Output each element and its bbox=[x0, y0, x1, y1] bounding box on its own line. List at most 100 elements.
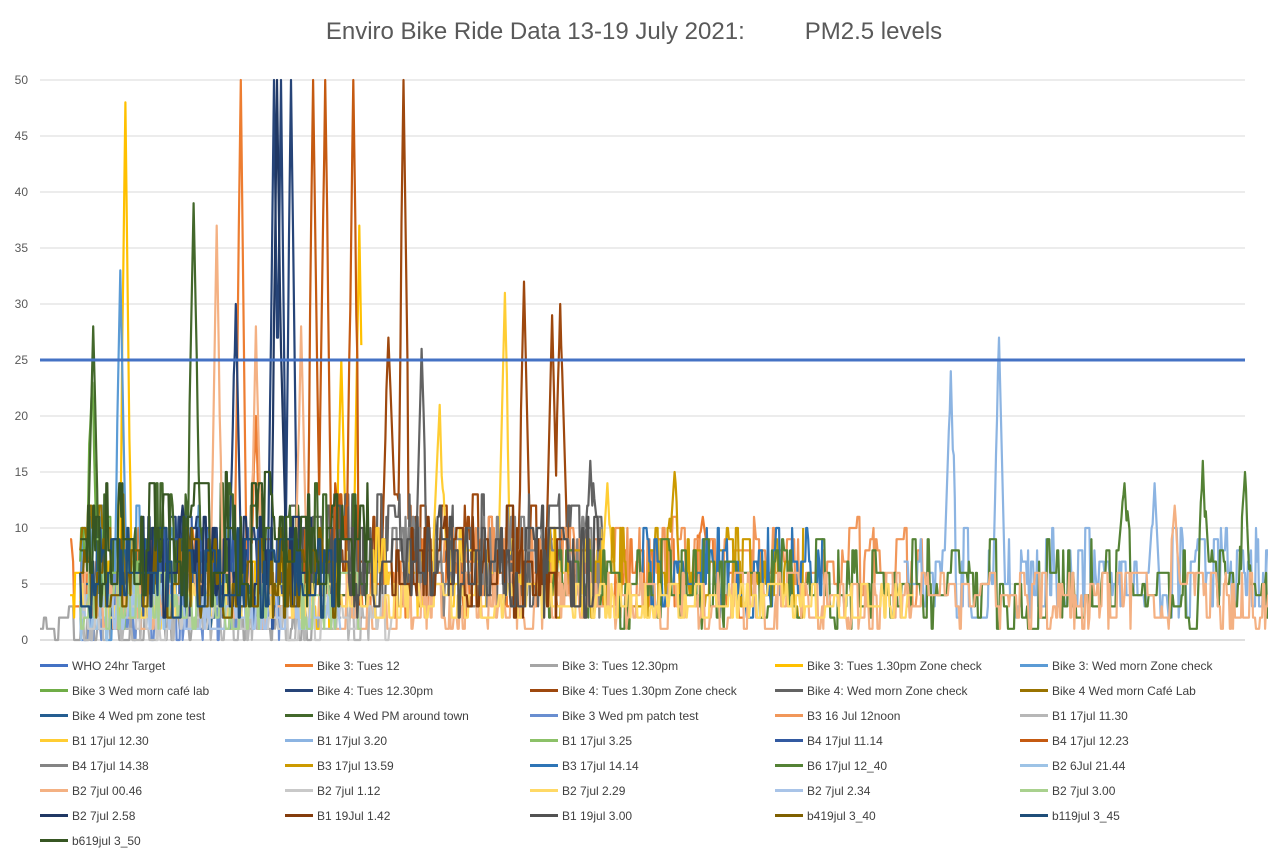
legend-item: B2 7jul 00.46 bbox=[40, 778, 285, 803]
legend-label: B3 16 Jul 12noon bbox=[807, 708, 901, 723]
legend-label: Bike 3 Wed pm patch test bbox=[562, 708, 699, 723]
y-tick-label: 25 bbox=[15, 353, 29, 367]
legend-item: B3 17jul 13.59 bbox=[285, 753, 530, 778]
legend-label: B6 17jul 12_40 bbox=[807, 758, 888, 773]
y-tick-label: 35 bbox=[15, 241, 29, 255]
legend-item: b419jul 3_40 bbox=[775, 803, 1020, 828]
legend-label: B2 7jul 1.12 bbox=[317, 783, 381, 798]
legend-swatch bbox=[1020, 764, 1048, 767]
y-tick-label: 0 bbox=[21, 633, 28, 647]
y-tick-label: 15 bbox=[15, 465, 29, 479]
legend-label: b419jul 3_40 bbox=[807, 808, 876, 823]
legend-swatch bbox=[530, 814, 558, 817]
y-tick-label: 10 bbox=[15, 521, 29, 535]
legend-item: B2 7jul 2.29 bbox=[530, 778, 775, 803]
legend-swatch bbox=[530, 764, 558, 767]
legend-swatch bbox=[775, 814, 803, 817]
legend-swatch bbox=[285, 789, 313, 792]
legend-swatch bbox=[775, 664, 803, 667]
legend-item: Bike 3 Wed pm patch test bbox=[530, 703, 775, 728]
legend-item: Bike 3: Tues 12 bbox=[285, 653, 530, 678]
legend-item: B4 17jul 12.23 bbox=[1020, 728, 1265, 753]
legend-label: B2 7jul 2.34 bbox=[807, 783, 871, 798]
y-tick-label: 20 bbox=[15, 409, 29, 423]
legend-item: B2 7jul 3.00 bbox=[1020, 778, 1265, 803]
legend-swatch bbox=[1020, 789, 1048, 792]
legend-swatch bbox=[530, 664, 558, 667]
legend-item: b619jul 3_50 bbox=[40, 828, 285, 853]
legend-swatch bbox=[1020, 739, 1048, 742]
legend-swatch bbox=[775, 739, 803, 742]
legend-swatch bbox=[1020, 664, 1048, 667]
plot-area: 0 5 10 15 20 25 30 35 40 45 50 bbox=[15, 73, 1268, 647]
legend-swatch bbox=[285, 714, 313, 717]
legend-label: B1 17jul 3.20 bbox=[317, 733, 388, 748]
legend-item: Bike 3: Tues 1.30pm Zone check bbox=[775, 653, 1020, 678]
legend-swatch bbox=[285, 664, 313, 667]
y-tick-label: 5 bbox=[21, 577, 28, 591]
legend-item: B6 17jul 12_40 bbox=[775, 753, 1020, 778]
legend: WHO 24hr Target Bike 3: Tues 12 Bike 3: Tu… bbox=[40, 653, 1265, 853]
legend-swatch bbox=[40, 689, 68, 692]
y-tick-label: 50 bbox=[15, 73, 29, 87]
legend-item: B2 7jul 1.12 bbox=[285, 778, 530, 803]
legend-label: Bike 3 Wed morn café lab bbox=[72, 683, 210, 698]
legend-label: B4 17jul 12.23 bbox=[1052, 733, 1129, 748]
y-tick-label: 30 bbox=[15, 297, 29, 311]
legend-item: B1 19jul 3.00 bbox=[530, 803, 775, 828]
legend-label: B4 17jul 11.14 bbox=[807, 733, 883, 748]
legend-label: WHO 24hr Target bbox=[72, 658, 166, 673]
legend-item: Bike 4 Wed PM around town bbox=[285, 703, 530, 728]
legend-label: Bike 3: Tues 1.30pm Zone check bbox=[807, 658, 982, 673]
legend-label: b119jul 3_45 bbox=[1052, 808, 1120, 823]
legend-item: Bike 4: Tues 12.30pm bbox=[285, 678, 530, 703]
legend-swatch bbox=[775, 789, 803, 792]
legend-item: B1 17jul 3.25 bbox=[530, 728, 775, 753]
legend-item: B3 17jul 14.14 bbox=[530, 753, 775, 778]
legend-label: Bike 4: Tues 1.30pm Zone check bbox=[562, 683, 737, 698]
legend-swatch bbox=[530, 739, 558, 742]
legend-label: b619jul 3_50 bbox=[72, 833, 141, 848]
legend-swatch bbox=[775, 764, 803, 767]
legend-item: B2 7jul 2.34 bbox=[775, 778, 1020, 803]
legend-swatch bbox=[40, 739, 68, 742]
legend-label: B3 17jul 14.14 bbox=[562, 758, 639, 773]
legend-item: Bike 4 Wed morn Café Lab bbox=[1020, 678, 1265, 703]
y-tick-label: 40 bbox=[15, 185, 29, 199]
series-line-31 bbox=[290, 504, 603, 619]
legend-label: B2 6Jul 21.44 bbox=[1052, 758, 1126, 773]
legend-item: B3 16 Jul 12noon bbox=[775, 703, 1020, 728]
legend-item: Bike 4 Wed pm zone test bbox=[40, 703, 285, 728]
legend-label: B2 7jul 2.29 bbox=[562, 783, 626, 798]
legend-swatch bbox=[40, 789, 68, 792]
legend-swatch bbox=[530, 689, 558, 692]
legend-swatch bbox=[1020, 714, 1048, 717]
y-tick-label: 45 bbox=[15, 129, 29, 143]
series-lines bbox=[39, 78, 1268, 642]
legend-swatch bbox=[40, 764, 68, 767]
legend-swatch bbox=[530, 714, 558, 717]
legend-swatch bbox=[530, 789, 558, 792]
legend-swatch bbox=[285, 814, 313, 817]
legend-swatch bbox=[40, 814, 68, 817]
legend-label: Bike 4 Wed morn Café Lab bbox=[1052, 683, 1196, 698]
legend-item: B1 17jul 11.30 bbox=[1020, 703, 1265, 728]
legend-item: B1 17jul 12.30 bbox=[40, 728, 285, 753]
legend-label: B2 7jul 00.46 bbox=[72, 783, 143, 798]
y-axis-ticks: 0 5 10 15 20 25 30 35 40 45 50 bbox=[15, 73, 29, 647]
legend-label: B1 17jul 12.30 bbox=[72, 733, 149, 748]
legend-label: B1 17jul 3.25 bbox=[562, 733, 633, 748]
series-line-22 bbox=[541, 459, 1268, 630]
legend-item: Bike 3 Wed morn café lab bbox=[40, 678, 285, 703]
series-line-30 bbox=[390, 504, 563, 619]
chart-title: Enviro Bike Ride Data 13-19 July 2021: P… bbox=[325, 18, 943, 45]
legend-item: Bike 4: Tues 1.30pm Zone check bbox=[530, 678, 775, 703]
legend-swatch bbox=[775, 689, 803, 692]
legend-item: Bike 3: Wed morn Zone check bbox=[1020, 653, 1265, 678]
legend-label: Bike 4: Wed morn Zone check bbox=[807, 683, 968, 698]
series-line-15 bbox=[903, 336, 1268, 619]
legend-label: Bike 3: Tues 12 bbox=[317, 658, 400, 673]
legend-item: B2 7jul 2.58 bbox=[40, 803, 285, 828]
legend-swatch bbox=[285, 739, 313, 742]
legend-swatch bbox=[40, 839, 68, 842]
